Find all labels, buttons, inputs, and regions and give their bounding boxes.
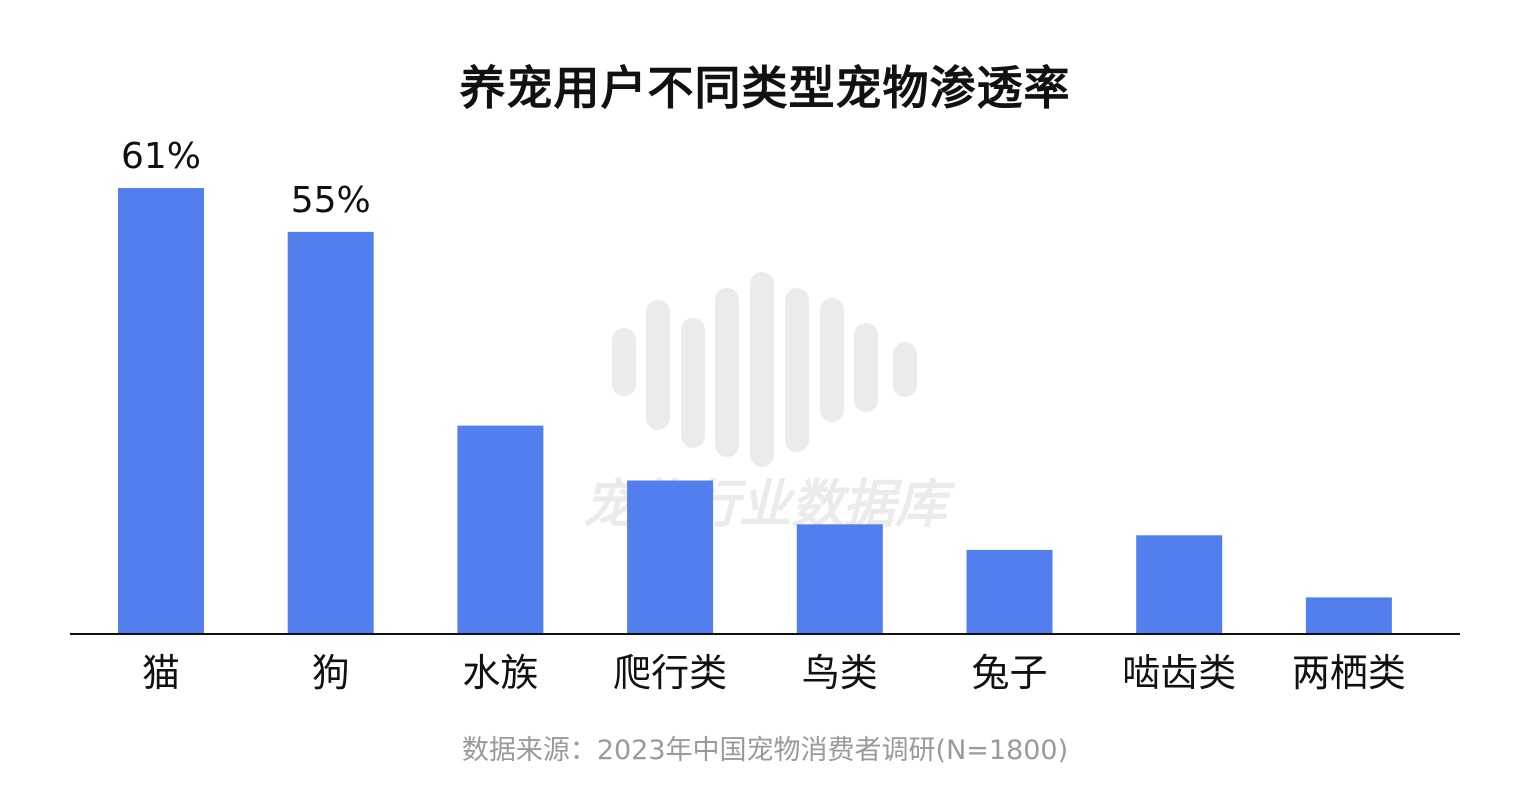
bar-7 — [1305, 597, 1392, 634]
x-tick-label-4: 鸟类 — [802, 651, 878, 695]
bar-2 — [457, 425, 544, 634]
chart-title: 养宠用户不同类型宠物渗透率 — [459, 61, 1071, 115]
data-label-0: 61% — [121, 136, 201, 177]
x-tick-label-1: 狗 — [312, 651, 350, 695]
x-tick-label-0: 猫 — [142, 651, 180, 695]
bar-4 — [796, 524, 883, 634]
data-labels-group: 61% 55% — [121, 136, 371, 221]
x-tick-label-3: 爬行类 — [613, 651, 727, 695]
bar-3 — [627, 480, 714, 634]
x-tick-label-2: 水族 — [462, 651, 538, 695]
bar-6 — [1136, 535, 1223, 634]
x-tick-label-6: 啮齿类 — [1122, 651, 1236, 695]
bar-1 — [287, 231, 374, 634]
x-tick-label-7: 两栖类 — [1292, 651, 1406, 695]
bar-5 — [966, 549, 1053, 634]
data-label-1: 55% — [291, 180, 371, 221]
bars-group — [118, 188, 1392, 634]
data-source-note: 数据来源：2023年中国宠物消费者调研(N=1800) — [461, 735, 1069, 766]
x-tick-label-5: 兔子 — [971, 651, 1047, 695]
x-tick-labels-group: 猫 狗 水族 爬行类 鸟类 兔子 啮齿类 两栖类 — [142, 651, 1406, 695]
bar-0 — [118, 188, 204, 634]
